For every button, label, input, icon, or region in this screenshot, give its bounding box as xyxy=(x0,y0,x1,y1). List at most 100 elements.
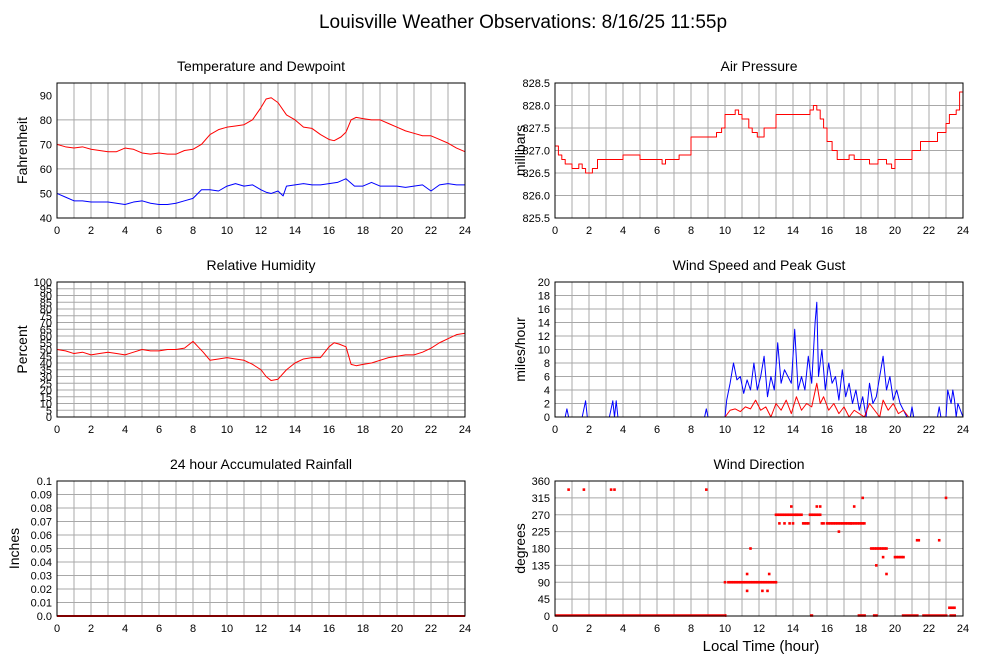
page-title: Louisville Weather Observations: 8/16/25… xyxy=(319,12,727,33)
direction-point xyxy=(837,530,841,533)
direction-point xyxy=(796,513,800,517)
y-tick-label: 20 xyxy=(40,385,52,397)
direction-point xyxy=(778,522,781,525)
y-tick-label: 827.5 xyxy=(522,123,550,135)
y-tick-label: 826.5 xyxy=(522,168,550,180)
direction-point xyxy=(835,522,839,525)
x-tick-label: 20 xyxy=(391,225,403,237)
chart-title: Temperature and Dewpoint xyxy=(177,58,345,74)
y-tick-label: 0.05 xyxy=(31,544,52,556)
y-tick-label: 35 xyxy=(40,365,52,377)
y-axis-label: millibars xyxy=(512,125,528,176)
x-tick-label: 24 xyxy=(459,225,471,237)
direction-point xyxy=(582,488,586,491)
y-tick-label: 0.07 xyxy=(31,517,52,529)
y-tick-label: 0.1 xyxy=(37,476,52,488)
direction-point xyxy=(820,522,824,525)
direction-point xyxy=(863,522,866,525)
direction-point xyxy=(898,555,902,559)
y-tick-label: 15 xyxy=(40,392,52,404)
x-tick-label: 18 xyxy=(855,225,867,237)
direction-point xyxy=(788,522,791,525)
direction-point xyxy=(745,580,749,584)
direction-point xyxy=(750,580,754,584)
x-tick-label: 18 xyxy=(357,225,369,237)
y-tick-label: 18 xyxy=(538,291,550,303)
x-tick-label: 0 xyxy=(54,623,60,635)
direction-point xyxy=(801,522,805,525)
x-tick-label: 24 xyxy=(957,225,969,237)
x-tick-label: 0 xyxy=(552,424,558,436)
direction-point xyxy=(937,538,941,542)
y-tick-label: 270 xyxy=(532,510,550,522)
direction-point xyxy=(900,555,904,559)
x-tick-label: 22 xyxy=(425,424,437,436)
direction-point xyxy=(791,513,795,517)
x-tick-label: 6 xyxy=(654,623,660,635)
y-tick-label: 45 xyxy=(538,594,550,606)
x-tick-label: 24 xyxy=(957,623,969,635)
x-tick-label: 24 xyxy=(459,424,471,436)
x-tick-label: 14 xyxy=(289,225,301,237)
x-tick-label: 20 xyxy=(391,424,403,436)
x-tick-label: 22 xyxy=(923,623,935,635)
direction-point xyxy=(949,606,953,610)
y-tick-label: 828.0 xyxy=(522,101,550,113)
y-tick-label: 70 xyxy=(40,318,52,330)
x-tick-label: 2 xyxy=(586,424,592,436)
y-tick-label: 0.0 xyxy=(37,611,52,623)
direction-point xyxy=(784,513,788,517)
x-tick-label: 14 xyxy=(289,424,301,436)
direction-point xyxy=(728,580,732,584)
y-tick-label: 225 xyxy=(532,527,550,539)
direction-point xyxy=(953,606,956,610)
x-tick-label: 0 xyxy=(552,225,558,237)
direction-point xyxy=(858,522,861,525)
direction-point xyxy=(851,522,854,525)
direction-point xyxy=(878,547,881,550)
direction-point xyxy=(852,505,856,508)
x-tick-label: 20 xyxy=(889,623,901,635)
x-tick-label: 12 xyxy=(753,623,765,635)
series-line xyxy=(555,382,963,418)
direction-point xyxy=(837,522,841,525)
direction-point xyxy=(800,513,803,517)
chart-title: Wind Direction xyxy=(713,456,804,472)
x-tick-label: 12 xyxy=(255,623,267,635)
direction-point xyxy=(856,522,859,525)
direction-point xyxy=(752,580,756,584)
x-tick-label: 8 xyxy=(190,424,196,436)
y-tick-label: 0.03 xyxy=(31,571,52,583)
direction-point xyxy=(740,580,744,584)
x-tick-label: 2 xyxy=(88,424,94,436)
direction-point xyxy=(893,555,897,559)
x-tick-label: 14 xyxy=(787,225,799,237)
x-tick-label: 10 xyxy=(719,424,731,436)
x-tick-label: 16 xyxy=(821,623,833,635)
y-tick-label: 75 xyxy=(40,311,52,323)
y-tick-label: 45 xyxy=(40,351,52,363)
x-tick-label: 18 xyxy=(357,623,369,635)
direction-point xyxy=(841,522,844,525)
x-tick-label: 6 xyxy=(654,225,660,237)
direction-point xyxy=(783,513,786,517)
direction-point xyxy=(744,580,747,584)
y-tick-label: 315 xyxy=(532,493,550,505)
direction-point xyxy=(873,547,876,550)
x-tick-label: 22 xyxy=(425,623,437,635)
direction-point xyxy=(844,522,847,525)
y-tick-label: 60 xyxy=(40,164,52,176)
x-tick-label: 8 xyxy=(688,225,694,237)
series-line xyxy=(56,97,466,155)
direction-point xyxy=(880,547,883,550)
direction-point xyxy=(776,513,779,517)
x-tick-label: 20 xyxy=(889,225,901,237)
y-tick-label: 0 xyxy=(544,412,550,424)
direction-point xyxy=(774,513,778,517)
plot-frame xyxy=(56,281,466,418)
direction-point xyxy=(876,547,880,550)
direction-point xyxy=(774,580,778,584)
direction-point xyxy=(766,580,769,584)
direction-point xyxy=(771,580,774,584)
direction-point xyxy=(803,522,807,525)
